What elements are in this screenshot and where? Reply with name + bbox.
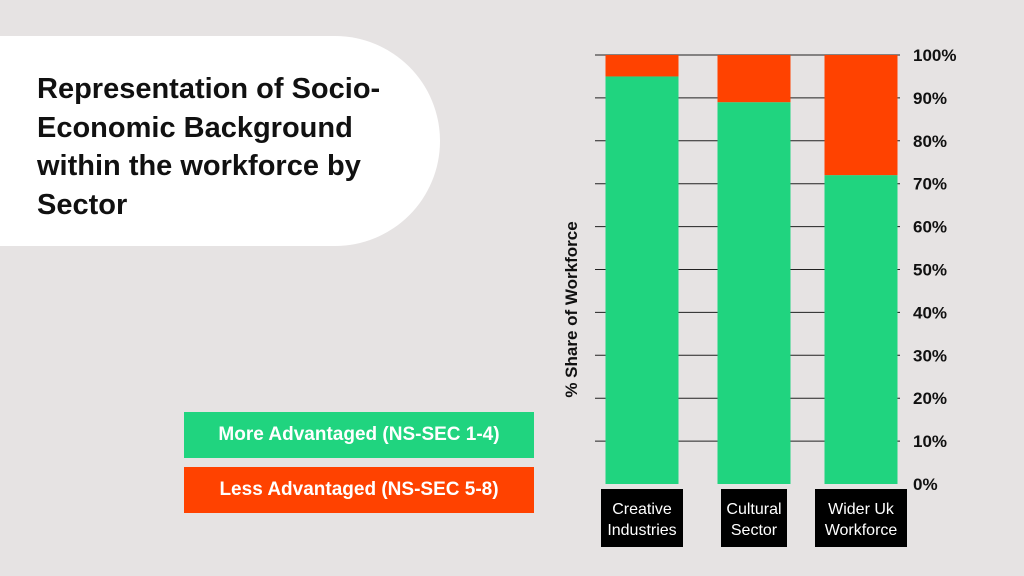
category-label: Cultural Sector: [726, 501, 781, 539]
bar-more-advantaged: [824, 175, 898, 484]
y-tick-label: 80%: [913, 132, 947, 151]
bar-less-advantaged: [717, 55, 791, 103]
y-tick-label: 70%: [913, 175, 947, 194]
category-label-box: [601, 489, 683, 547]
y-tick-label: 60%: [913, 218, 947, 237]
y-tick-label: 100%: [913, 46, 956, 65]
y-tick-label: 20%: [913, 389, 947, 408]
title-card: Representation of Socio-Economic Backgro…: [0, 36, 440, 246]
y-tick-label: 10%: [913, 432, 947, 451]
bar-more-advantaged: [717, 102, 791, 484]
y-tick-label: 90%: [913, 89, 947, 108]
y-tick-label: 0%: [913, 475, 938, 494]
legend-item-more-advantaged: More Advantaged (NS-SEC 1-4): [184, 412, 534, 458]
legend-item-less-advantaged: Less Advantaged (NS-SEC 5-8): [184, 467, 534, 513]
y-tick-label: 30%: [913, 346, 947, 365]
category-label-box: [815, 489, 907, 547]
y-axis-label: % Share of Workforce: [562, 221, 581, 397]
chart-title: Representation of Socio-Economic Backgro…: [37, 73, 381, 221]
legend-label-less-advantaged: Less Advantaged (NS-SEC 5-8): [219, 479, 499, 500]
category-label: Creative Industries: [607, 501, 676, 539]
bar-less-advantaged: [605, 55, 679, 77]
legend-label-more-advantaged: More Advantaged (NS-SEC 1-4): [218, 424, 500, 445]
bar-less-advantaged: [824, 55, 898, 176]
category-label-box: [721, 489, 787, 547]
y-tick-label: 40%: [913, 303, 947, 322]
bar-more-advantaged: [605, 76, 679, 484]
y-tick-label: 50%: [913, 261, 947, 280]
category-label: Wider Uk Workforce: [825, 501, 898, 539]
